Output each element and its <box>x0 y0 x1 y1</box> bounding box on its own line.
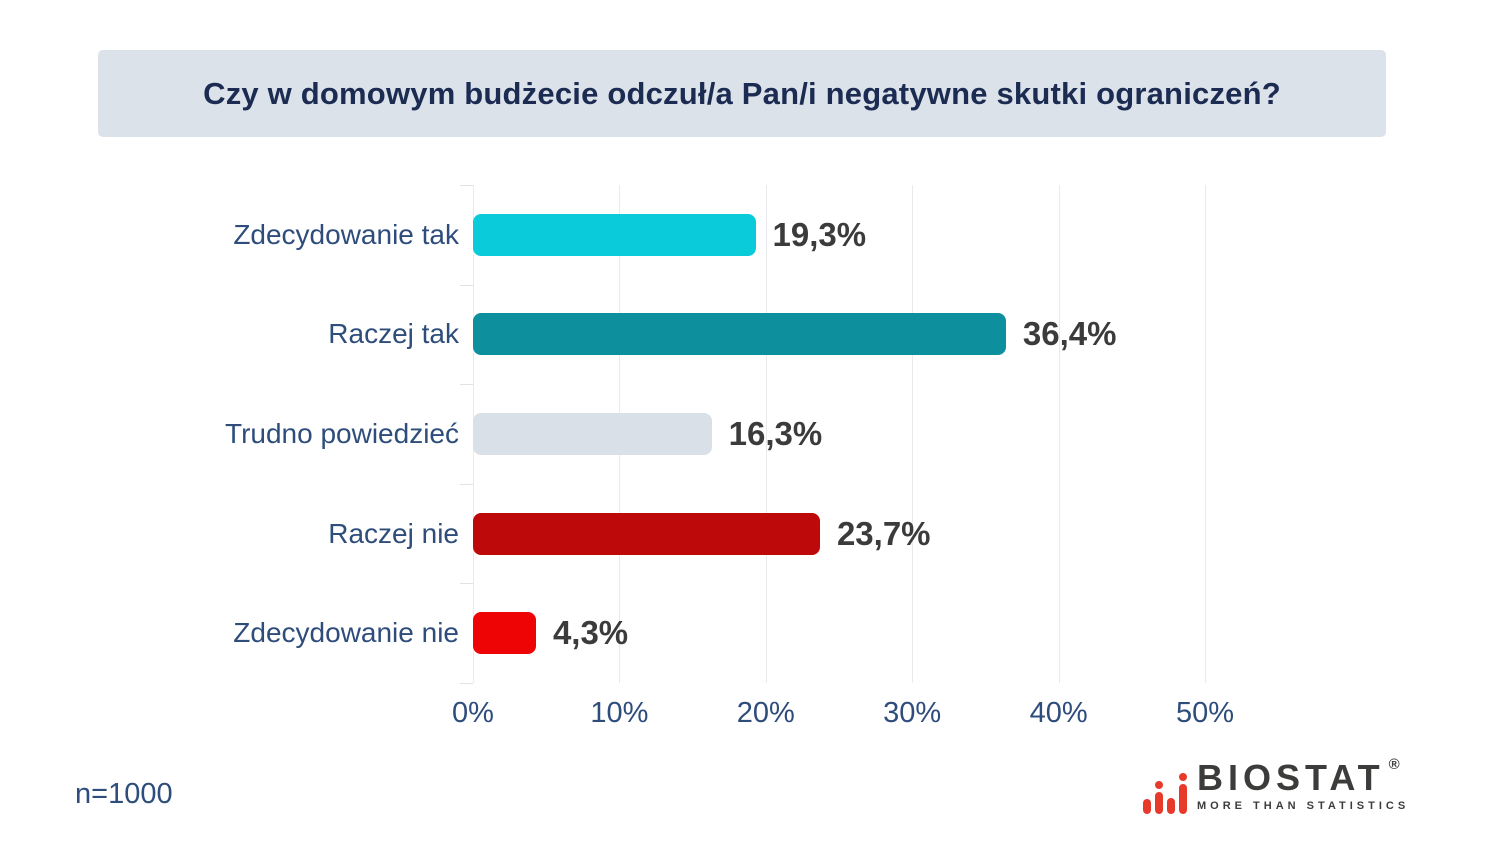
question-title-banner: Czy w domowym budżecie odczuł/a Pan/i ne… <box>98 50 1386 137</box>
logo-icon-column <box>1155 781 1163 814</box>
category-label: Trudno powiedzieć <box>225 417 459 449</box>
logo-bar <box>1179 784 1187 814</box>
plot-area: Zdecydowanie tak 19,3% Raczej tak 36,4% Trud… <box>0 185 1500 684</box>
y-axis-tick <box>460 683 473 684</box>
logo-icon-column <box>1167 798 1175 814</box>
bar-track: 19,3% <box>473 213 867 256</box>
bar <box>473 213 756 256</box>
registered-trademark-icon: ® <box>1388 756 1400 773</box>
x-tick-label: 10% <box>590 697 649 729</box>
x-tick-label: 40% <box>1029 697 1088 729</box>
value-label: 16,3% <box>728 414 823 452</box>
y-axis-tick <box>460 284 473 286</box>
grid-line <box>765 185 767 683</box>
logo-dot <box>1155 781 1163 789</box>
biostat-logo: BIOSTAT ® MORE THAN STATISTICS <box>1143 756 1410 814</box>
chart-row: Trudno powiedzieć 16,3% <box>0 384 1500 484</box>
grid-line <box>1058 185 1060 683</box>
logo-brand-text: BIOSTAT <box>1197 757 1385 798</box>
grid-line <box>1205 185 1206 683</box>
logo-bar <box>1143 799 1151 814</box>
value-label: 19,3% <box>772 215 867 253</box>
category-label: Raczej tak <box>328 318 459 350</box>
bar-chart-icon <box>1143 760 1187 814</box>
value-label: 36,4% <box>1022 315 1117 353</box>
y-axis-tick <box>460 483 473 485</box>
sample-size-note: n=1000 <box>75 778 173 810</box>
logo-text-block: BIOSTAT ® MORE THAN STATISTICS <box>1197 756 1410 812</box>
bar <box>473 512 820 555</box>
logo-icon-column <box>1179 773 1187 814</box>
chart-row: Raczej nie 23,7% <box>0 484 1500 584</box>
category-label: Raczej nie <box>328 517 459 549</box>
category-label: Zdecydowanie nie <box>233 617 459 649</box>
category-label: Zdecydowanie tak <box>233 218 459 250</box>
logo-bar <box>1167 798 1175 814</box>
bar-track: 36,4% <box>473 313 1117 356</box>
logo-icon-column <box>1143 799 1151 814</box>
bar-track: 4,3% <box>473 612 629 655</box>
y-axis-tick <box>460 583 473 585</box>
value-label: 23,7% <box>836 514 931 552</box>
value-label: 4,3% <box>552 614 629 652</box>
logo-dot <box>1179 773 1187 781</box>
bar-rows: Zdecydowanie tak 19,3% Raczej tak 36,4% Trud… <box>0 185 1500 683</box>
chart-row: Raczej tak 36,4% <box>0 285 1500 385</box>
logo-tagline: MORE THAN STATISTICS <box>1197 800 1410 812</box>
bar <box>473 313 1006 356</box>
page-title: Czy w domowym budżecie odczuł/a Pan/i ne… <box>203 75 1281 111</box>
logo-bar <box>1155 792 1163 814</box>
x-axis-labels: 0% 10% 20% 30% 40% 50% <box>0 697 1500 737</box>
bar <box>473 412 712 455</box>
bar <box>473 612 536 655</box>
x-tick-label: 30% <box>883 697 942 729</box>
x-tick-label: 0% <box>452 697 494 729</box>
chart-row: Zdecydowanie tak 19,3% <box>0 185 1500 285</box>
y-axis-tick <box>460 185 473 186</box>
chart-row: Zdecydowanie nie 4,3% <box>0 583 1500 683</box>
bar-track: 16,3% <box>473 412 823 455</box>
x-tick-label: 50% <box>1175 697 1235 729</box>
y-axis-tick <box>460 384 473 386</box>
x-tick-label: 20% <box>736 697 795 729</box>
bar-track: 23,7% <box>473 512 931 555</box>
grid-line <box>912 185 914 683</box>
